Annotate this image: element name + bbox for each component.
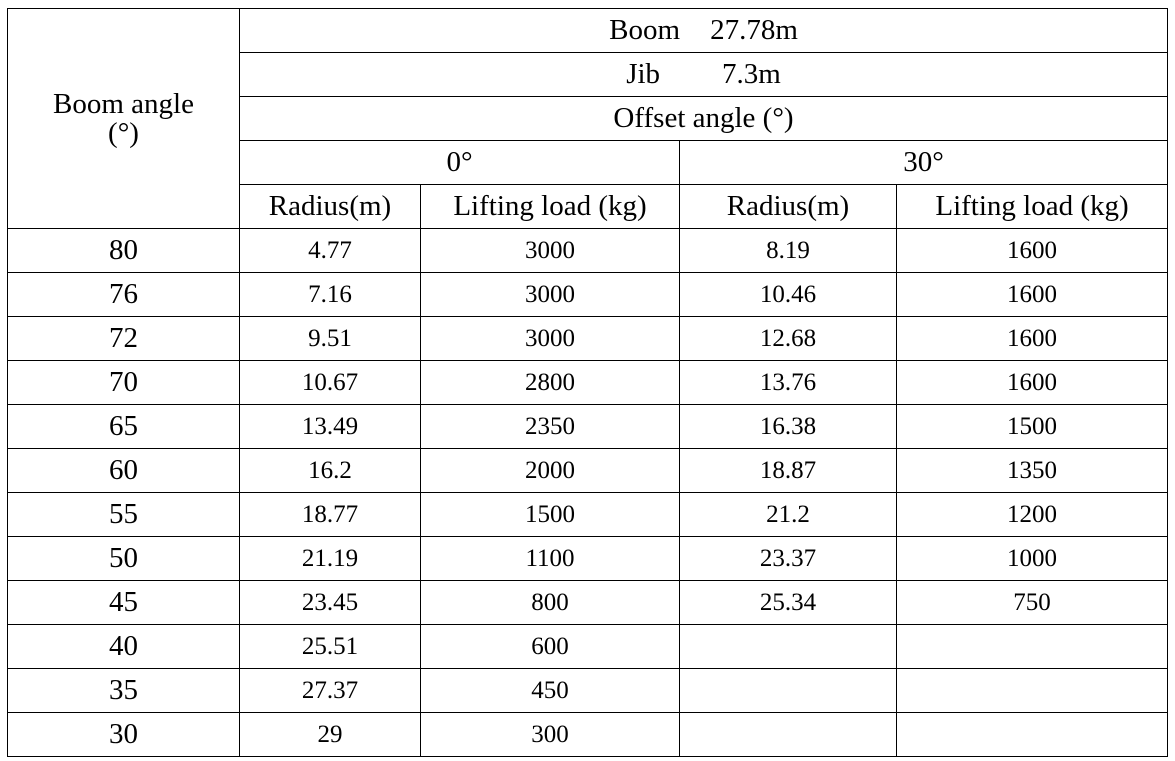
header-row-columns: Radius(m) Lifting load (kg) Radius(m) Li…: [8, 184, 1169, 229]
load-0-cell: 600: [420, 624, 680, 669]
radius-0-cell: 21.19: [239, 536, 421, 581]
load-30-cell: 1600: [895, 228, 1169, 273]
radius-30-cell: 8.19: [679, 228, 897, 273]
radius-30-cell: 23.37: [679, 536, 897, 581]
load-0-cell: 1500: [420, 492, 680, 537]
table-row: 45 23.45 800 25.34 750: [7, 580, 1169, 625]
load-30-cell: 1600: [895, 272, 1169, 317]
boom-angle-cell: 40: [7, 624, 240, 669]
boom-angle-header: Boom angle (°): [7, 8, 240, 229]
load-column-header: Lifting load (kg): [420, 184, 680, 229]
table-row: 65 13.49 2350 16.38 1500: [7, 404, 1169, 449]
table-row: 72 9.51 3000 12.68 1600: [7, 316, 1169, 361]
load-30-cell: 1600: [895, 316, 1169, 361]
table-row: 60 16.2 2000 18.87 1350: [7, 448, 1169, 493]
boom-angle-cell: 30: [7, 712, 240, 757]
boom-angle-cell: 76: [7, 272, 240, 317]
load-30-cell: 1600: [895, 360, 1169, 405]
load-30-cell: 1000: [895, 536, 1169, 581]
boom-angle-cell: 70: [7, 360, 240, 405]
radius-0-cell: 18.77: [239, 492, 421, 537]
boom-angle-cell: 55: [7, 492, 240, 537]
header-row-boom: Boom angle (°) Boom 27.78m: [7, 8, 1169, 229]
radius-30-cell: 25.34: [679, 580, 897, 625]
boom-angle-cell: 45: [7, 580, 240, 625]
jib-value: 7.3m: [722, 58, 781, 90]
boom-angle-cell: 60: [7, 448, 240, 493]
jib-length-header: Jib 7.3m: [238, 52, 1169, 97]
radius-0-cell: 27.37: [239, 668, 421, 713]
boom-angle-cell: 80: [7, 228, 240, 273]
radius-0-cell: 9.51: [239, 316, 421, 361]
radius-column-header: Radius(m): [239, 184, 421, 229]
load-column-header: Lifting load (kg): [895, 184, 1169, 229]
jib-label: Jib: [626, 58, 661, 90]
load-0-cell: 300: [420, 712, 680, 757]
load-30-cell: [895, 624, 1169, 669]
load-0-cell: 2350: [420, 404, 680, 449]
load-30-cell: 1200: [895, 492, 1169, 537]
radius-30-cell: 16.38: [679, 404, 897, 449]
table-row: 70 10.67 2800 13.76 1600: [7, 360, 1169, 405]
table-row: 40 25.51 600: [7, 624, 1169, 669]
radius-0-cell: 7.16: [239, 272, 421, 317]
radius-0-cell: 4.77: [239, 228, 421, 273]
load-30-cell: 1500: [895, 404, 1169, 449]
table-row: 76 7.16 3000 10.46 1600: [7, 272, 1169, 317]
radius-30-cell: 21.2: [679, 492, 897, 537]
load-30-cell: 1350: [895, 448, 1169, 493]
radius-0-cell: 23.45: [239, 580, 421, 625]
table-row: 55 18.77 1500 21.2 1200: [7, 492, 1169, 537]
radius-30-cell: [679, 668, 897, 713]
load-30-cell: [895, 712, 1169, 757]
boom-angle-cell: 35: [7, 668, 240, 713]
table-row: 35 27.37 450: [7, 668, 1169, 713]
load-0-cell: 3000: [420, 228, 680, 273]
header-row-offset-groups: 0° 30°: [8, 140, 1169, 185]
load-0-cell: 450: [420, 668, 680, 713]
boom-angle-cell: 72: [7, 316, 240, 361]
header-row-jib: Jib 7.3m: [8, 52, 1169, 97]
radius-30-cell: [679, 712, 897, 757]
boom-value: 27.78m: [710, 14, 798, 46]
radius-0-cell: 10.67: [239, 360, 421, 405]
load-0-cell: 2000: [420, 448, 680, 493]
boom-angle-unit: (°): [108, 116, 139, 149]
radius-0-cell: 13.49: [239, 404, 421, 449]
load-0-cell: 3000: [420, 316, 680, 361]
boom-label: Boom: [609, 14, 681, 46]
boom-angle-label: Boom angle: [53, 87, 194, 120]
radius-0-cell: 25.51: [239, 624, 421, 669]
table-row: 80 4.77 3000 8.19 1600: [7, 228, 1169, 273]
radius-30-cell: 10.46: [679, 272, 897, 317]
load-30-cell: [895, 668, 1169, 713]
load-0-cell: 1100: [420, 536, 680, 581]
boom-angle-cell: 65: [7, 404, 240, 449]
boom-angle-cell: 50: [7, 536, 240, 581]
radius-column-header: Radius(m): [679, 184, 897, 229]
load-30-cell: 750: [895, 580, 1169, 625]
radius-0-cell: 16.2: [239, 448, 421, 493]
radius-30-cell: 13.76: [679, 360, 897, 405]
radius-30-cell: 12.68: [679, 316, 897, 361]
load-chart-table: Boom angle (°) Boom 27.78m Jib 7.3m Offset…: [7, 8, 1169, 757]
radius-30-cell: 18.87: [679, 448, 897, 493]
radius-0-cell: 29: [239, 712, 421, 757]
offset-angle-header: Offset angle (°): [238, 96, 1169, 141]
table-row: 30 29 300: [7, 712, 1169, 757]
offset-group-30: 30°: [678, 140, 1169, 185]
load-0-cell: 2800: [420, 360, 680, 405]
table-row: 50 21.19 1100 23.37 1000: [7, 536, 1169, 581]
boom-length-header: Boom 27.78m: [238, 8, 1169, 53]
load-0-cell: 3000: [420, 272, 680, 317]
load-0-cell: 800: [420, 580, 680, 625]
radius-30-cell: [679, 624, 897, 669]
offset-group-0: 0°: [239, 140, 680, 185]
